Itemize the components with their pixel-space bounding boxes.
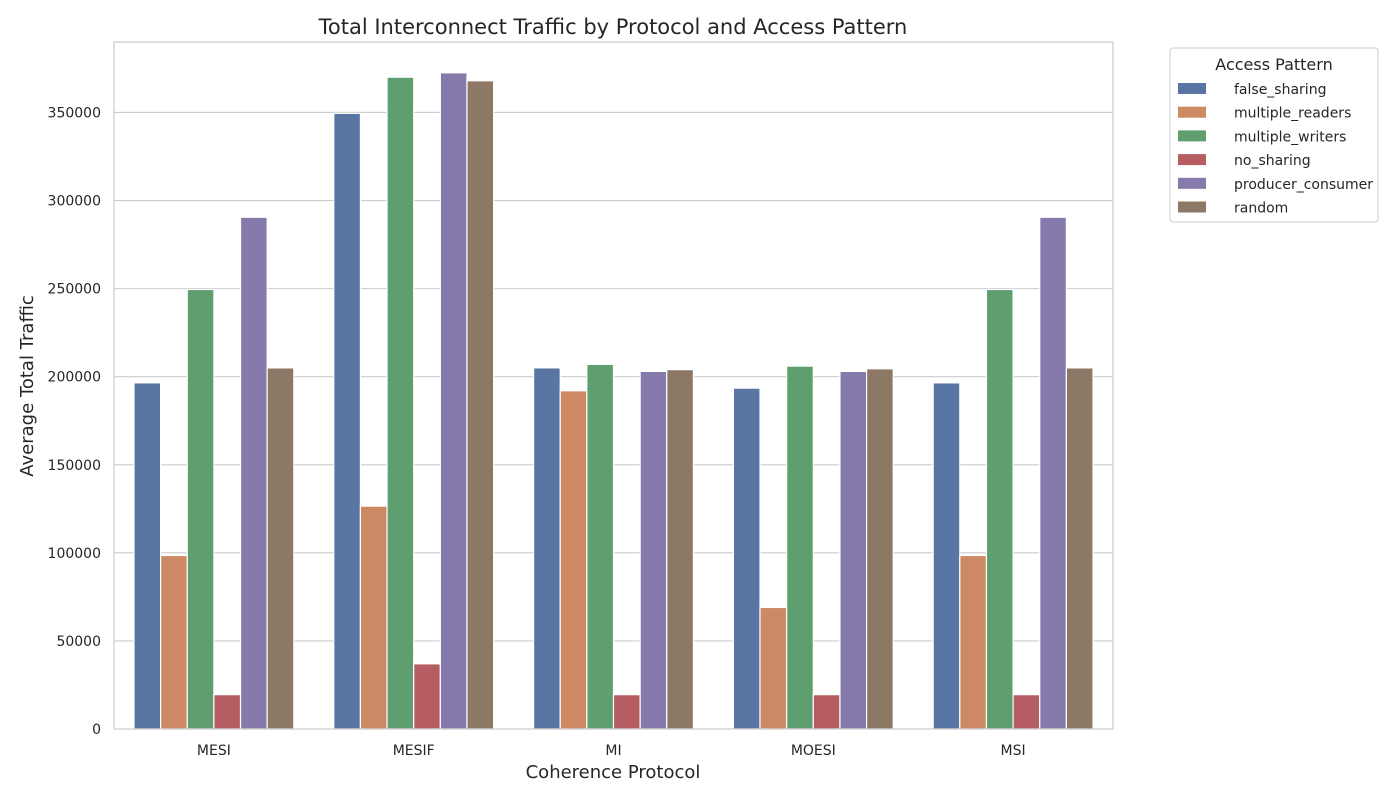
bar-multiple_writers-MOESI: [786, 365, 814, 730]
y-tick-label: 0: [92, 722, 101, 738]
legend-swatch-random: [1178, 201, 1206, 213]
bar-multiple_readers-MSI: [959, 554, 988, 730]
bar-producer_consumer-MI: [639, 370, 668, 730]
bar-multiple_readers-MESIF: [359, 505, 388, 730]
x-tick-label: MOESI: [791, 743, 836, 759]
legend-title: Access Pattern: [1215, 55, 1332, 74]
bar-no_sharing-MOESI: [812, 694, 841, 730]
legend-label: multiple_readers: [1234, 106, 1351, 122]
chart-title: Total Interconnect Traffic by Protocol a…: [318, 15, 908, 39]
x-tick-label: MESI: [197, 743, 231, 759]
bar-random-MI: [666, 369, 695, 730]
y-tick-label: 300000: [48, 194, 101, 210]
bar-false_sharing-MSI: [932, 382, 961, 730]
bar-multiple_readers-MOESI: [759, 606, 788, 730]
bar-false_sharing-MESI: [133, 382, 162, 730]
bar-multiple_readers-MI: [559, 390, 588, 730]
bar-producer_consumer-MESIF: [439, 72, 468, 730]
x-tick-label: MESIF: [393, 743, 435, 759]
bar-random-MESIF: [466, 80, 495, 730]
bar-producer_consumer-MESI: [239, 216, 268, 730]
legend: Access Pattern false_sharing multiple_rea…: [1169, 47, 1379, 223]
y-tick-label: 50000: [56, 634, 101, 650]
legend-label: producer_consumer: [1234, 177, 1373, 193]
legend-swatch-no_sharing: [1178, 154, 1206, 166]
x-tick-label: MI: [605, 743, 621, 759]
bar-false_sharing-MESIF: [333, 112, 362, 730]
legend-swatch-false_sharing: [1178, 83, 1206, 94]
legend-label: multiple_writers: [1234, 129, 1346, 145]
y-tick-label: 200000: [48, 370, 101, 386]
legend-items: false_sharing multiple_readers multiple_wr…: [1178, 82, 1373, 217]
legend-swatch-multiple_readers: [1178, 106, 1206, 118]
bar-no_sharing-MESIF: [413, 663, 441, 730]
bar-false_sharing-MOESI: [732, 387, 761, 730]
bar-multiple_writers-MSI: [985, 288, 1014, 730]
bar-producer_consumer-MSI: [1039, 216, 1067, 730]
plot-frame: [113, 41, 1114, 730]
bar-no_sharing-MSI: [1012, 694, 1041, 730]
y-tick-label: 100000: [48, 546, 101, 562]
bar-random-MSI: [1065, 367, 1094, 730]
bar-producer_consumer-MOESI: [839, 370, 868, 730]
legend-frame: [1169, 47, 1379, 223]
y-axis-title: Average Total Traffic: [17, 295, 38, 476]
bar-multiple_readers-MESI: [160, 554, 188, 730]
y-tick-label: 350000: [48, 105, 101, 121]
legend-label: random: [1234, 201, 1288, 217]
legend-swatch-multiple_writers: [1178, 130, 1206, 142]
y-axis-ticks: 0 50000 100000 150000 200000 250000 300000 3500…: [48, 105, 101, 738]
bar-multiple_writers-MESI: [186, 288, 215, 730]
bars: [133, 72, 1094, 730]
bar-multiple_writers-MESIF: [386, 76, 415, 730]
bar-no_sharing-MI: [612, 694, 641, 730]
bar-no_sharing-MESI: [213, 694, 242, 730]
x-axis-title: Coherence Protocol: [526, 762, 701, 783]
legend-swatch-producer_consumer: [1178, 177, 1206, 189]
bar-multiple_writers-MI: [586, 363, 615, 730]
bar-random-MOESI: [865, 368, 894, 730]
legend-label: false_sharing: [1234, 82, 1326, 98]
bar-false_sharing-MI: [532, 367, 561, 730]
legend-label: no_sharing: [1234, 153, 1311, 169]
bar-random-MESI: [266, 367, 295, 730]
y-tick-label: 150000: [48, 458, 101, 474]
x-axis-ticks: MESI MESIF MI MOESI MSI: [197, 743, 1026, 759]
x-tick-label: MSI: [1001, 743, 1026, 759]
y-tick-label: 250000: [48, 282, 101, 298]
